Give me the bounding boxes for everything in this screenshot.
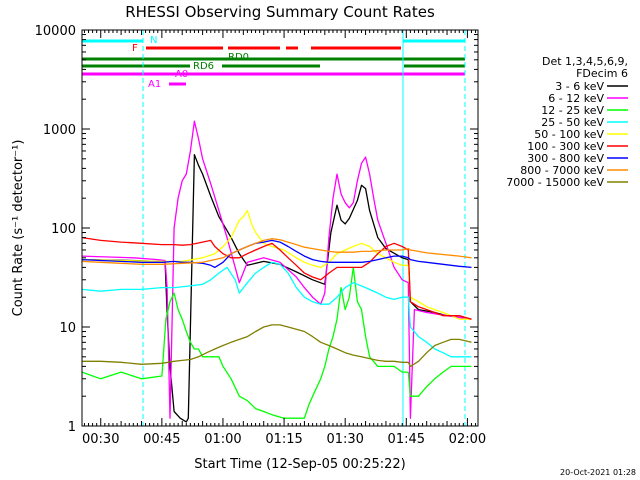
annotation-n-label: N: [150, 35, 157, 46]
legend-label: 300 - 800 keV: [527, 152, 604, 165]
series-line-8: [82, 324, 472, 368]
y-tick-label: 10000: [35, 24, 76, 39]
series-line-2: [81, 266, 472, 419]
x-axis-label: Start Time (12-Sep-05 00:25:22): [194, 457, 405, 472]
legend-label: 12 - 25 keV: [541, 104, 604, 117]
annotation-a0-label: A0: [175, 69, 188, 80]
legend-label: 50 - 100 keV: [534, 128, 604, 141]
y-tick-label: 1000: [43, 123, 76, 138]
series-line-4: [81, 209, 472, 320]
series-line-5: [81, 236, 472, 320]
legend-label: 6 - 12 keV: [548, 92, 604, 105]
x-axis: 00:30 00:45 01:00 01:15 01:30 01:45 02:00: [82, 30, 486, 447]
annotation-rd6-label: RD6: [193, 61, 214, 72]
x-tick-label: 01:30: [326, 432, 363, 447]
annotation-f-label: F: [132, 43, 138, 54]
x-tick-label: 02:00: [449, 432, 486, 447]
series-line-7: [81, 238, 472, 265]
legend-header-line-1: Det 1,3,4,5,6,9,: [542, 55, 628, 68]
legend-label: 100 - 300 keV: [527, 140, 604, 153]
x-tick-label: 00:30: [82, 432, 119, 447]
annotation-a1-label: A1: [148, 79, 161, 90]
x-tick-label: 01:45: [388, 432, 425, 447]
instrument-state-bars: N F RD0 RD6 A0 A1: [82, 35, 465, 90]
legend-header-line-2: FDecim 6: [576, 67, 628, 80]
series-layer: [81, 120, 472, 423]
series-line-3: [81, 261, 472, 358]
x-tick-label: 01:15: [265, 432, 302, 447]
x-tick-label: 00:45: [143, 432, 180, 447]
y-tick-label: 10: [59, 321, 76, 336]
y-axis-label: Count Rate (s⁻¹ detector⁻¹): [11, 140, 26, 317]
chart-title: RHESSI Observing Summary Count Rates: [125, 3, 435, 21]
y-axis: 1 10 100 1000 10000: [35, 24, 478, 435]
legend-label: 25 - 50 keV: [541, 116, 604, 129]
legend-label: 3 - 6 keV: [555, 80, 604, 93]
legend-label: 7000 - 15000 keV: [506, 176, 604, 189]
annotation-rd0-label: RD0: [228, 52, 249, 63]
legend-label: 800 - 7000 keV: [520, 164, 604, 177]
timestamp: 20-Oct-2021 01:28: [560, 468, 636, 477]
series-line-1: [81, 120, 472, 419]
y-tick-label: 100: [51, 222, 76, 237]
series-line-0: [81, 154, 472, 423]
y-tick-label: 1: [68, 420, 76, 435]
x-tick-label: 01:00: [204, 432, 241, 447]
